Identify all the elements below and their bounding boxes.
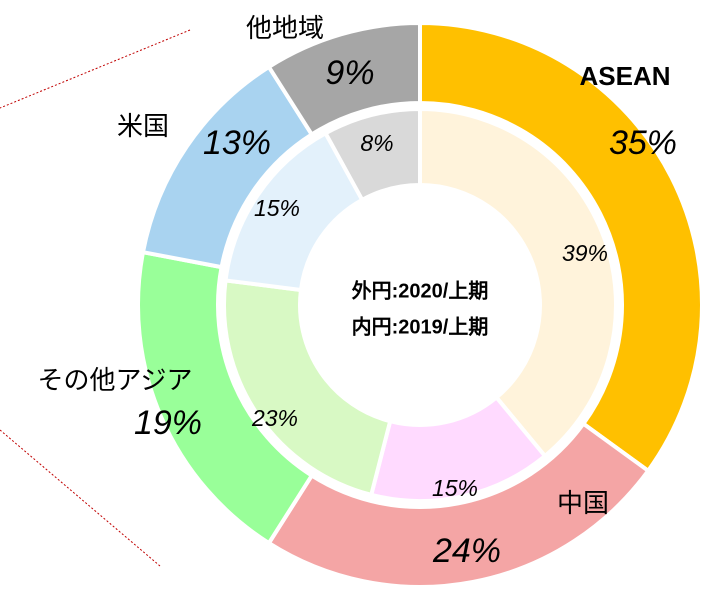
category-label: 他地域 xyxy=(246,13,324,43)
value-label: 19% xyxy=(134,404,202,442)
value-label: 23% xyxy=(251,405,298,431)
center-label: 外円:2020/上期 xyxy=(352,278,489,302)
ring-gap xyxy=(218,103,622,507)
value-label: 24% xyxy=(432,532,501,570)
value-label: 15% xyxy=(254,195,300,221)
value-label: 39% xyxy=(562,240,608,266)
value-label: 13% xyxy=(203,124,271,162)
value-label: 9% xyxy=(325,54,374,92)
donut-slice xyxy=(222,278,393,498)
value-label: 15% xyxy=(432,475,478,501)
category-label: その他アジア xyxy=(38,365,193,395)
value-label: 8% xyxy=(360,130,393,156)
category-label: 米国 xyxy=(117,111,169,141)
value-label: 35% xyxy=(609,124,677,162)
leader-line xyxy=(0,429,161,567)
center-label: 内円:2019/上期 xyxy=(352,314,489,338)
donut-slice xyxy=(418,106,618,459)
leader-line xyxy=(0,29,191,109)
category-label: 中国 xyxy=(557,488,609,518)
category-label: ASEAN xyxy=(579,61,670,91)
